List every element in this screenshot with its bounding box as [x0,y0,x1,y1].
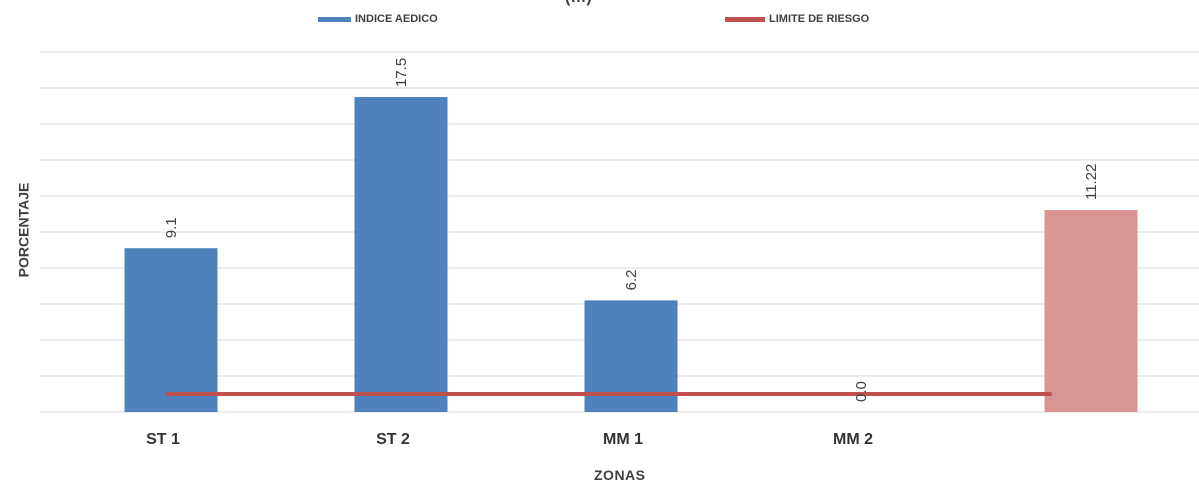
data-label: 6.2 [623,270,640,291]
bar-st-2 [354,97,448,412]
x-axis-label: ZONAS [594,467,646,483]
chart-title: (…) [565,0,592,7]
legend-item-limite-de-riesgo: LIMITE DE RIESGO [725,13,869,25]
data-label: 11.22 [1083,164,1100,200]
x-tick-label: MM 1 [603,431,643,448]
legend-item-indice-aedico: INDICE AEDICO [318,13,438,25]
x-tick-label: ST 1 [146,431,180,448]
data-label: 17.5 [393,58,410,87]
x-tick-label: ST 2 [376,431,410,448]
legend-swatch-line [725,16,765,22]
legend-swatch-bar [318,16,351,22]
data-label: 9.1 [163,217,180,238]
bar-st-1 [124,248,218,412]
data-label: 0.0 [853,381,870,402]
legend-label-indice-aedico: INDICE AEDICO [355,13,438,25]
y-axis-label: PORCENTAJE [15,182,32,278]
bar-extra [1044,210,1138,412]
legend-label-limite-de-riesgo: LIMITE DE RIESGO [769,13,870,25]
x-tick-label: MM 2 [833,431,873,448]
